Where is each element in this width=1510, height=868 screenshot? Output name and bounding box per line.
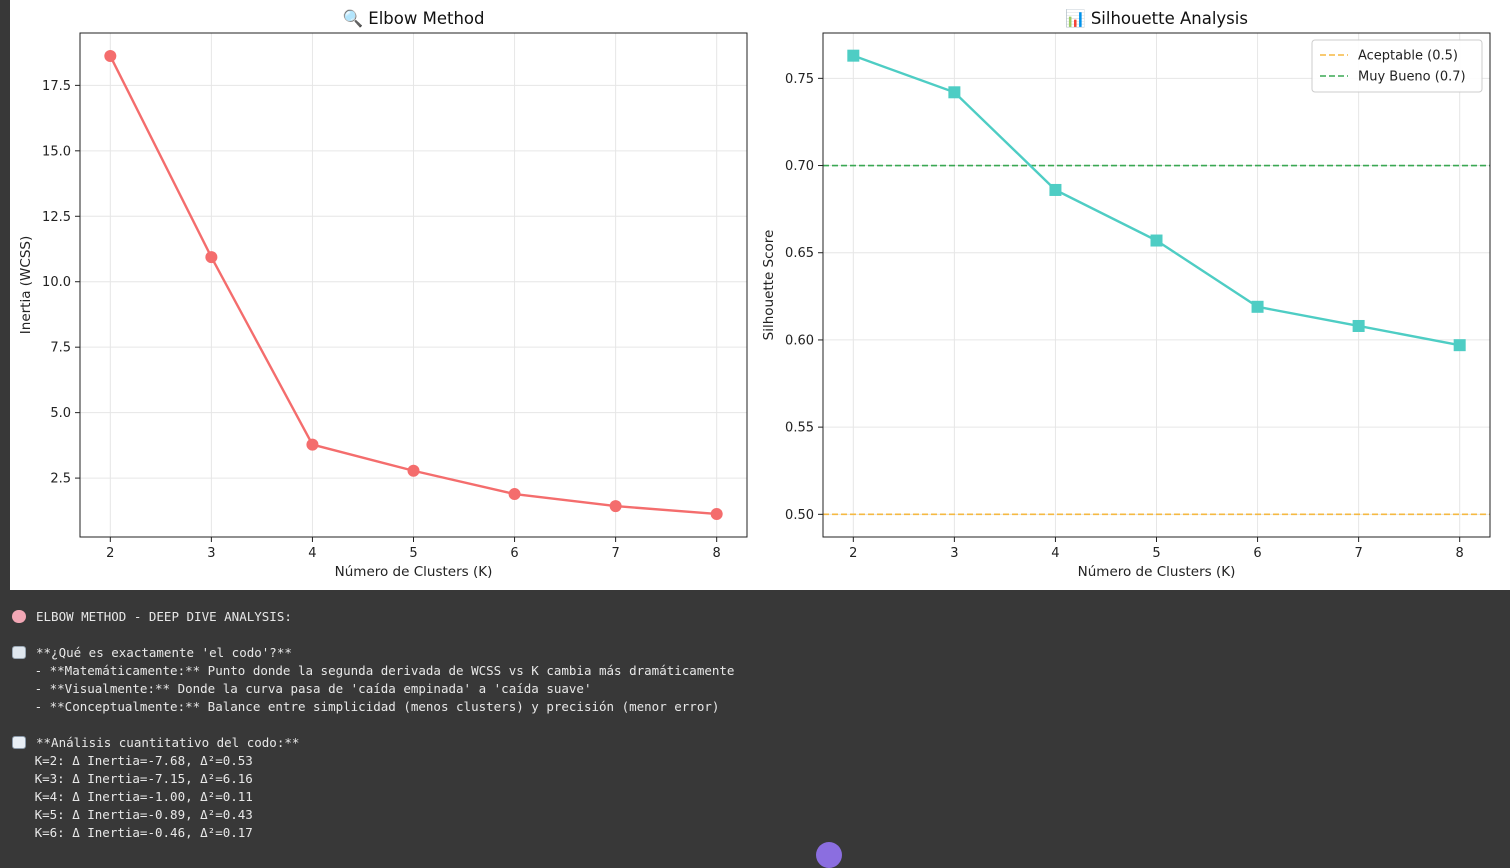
data-point (710, 507, 723, 520)
console-line-text: K=4: Δ Inertia=-1.00, Δ²=0.11 (12, 789, 253, 804)
console-line-text: **¿Qué es exactamente 'el codo'?** (36, 645, 292, 660)
console-line: **¿Qué es exactamente 'el codo'?** (12, 644, 292, 662)
console-line-text: **Análisis cuantitativo del codo:** (36, 735, 300, 750)
y-tick-label: 15.0 (42, 144, 71, 159)
console-line-text: - **Visualmente:** Donde la curva pasa d… (12, 681, 592, 696)
console-line: - **Visualmente:** Donde la curva pasa d… (12, 680, 592, 698)
x-tick-label: 5 (1152, 546, 1160, 561)
y-tick-label: 10.0 (42, 275, 71, 290)
figure-panel: 2 3 4 5 6 7 8 2.5 5.0 7.5 10.0 12.5 15.0 17.5 🔍 Elbow … (10, 0, 1510, 590)
data-point (104, 50, 117, 63)
y-tick-label: 0.75 (785, 72, 814, 87)
console-line: - **Conceptualmente:** Balance entre sim… (12, 698, 720, 716)
data-point (609, 500, 622, 513)
legend: Aceptable (0.5) Muy Bueno (0.7) (1311, 39, 1483, 93)
x-tick-label: 6 (1253, 546, 1261, 561)
x-tick-label: 8 (713, 546, 721, 561)
x-tick-label: 4 (1051, 546, 1059, 561)
data-point (407, 464, 420, 477)
y-tick-label: 0.50 (785, 508, 814, 523)
x-tick-label: 7 (1354, 546, 1362, 561)
legend-label: Aceptable (0.5) (1358, 49, 1458, 64)
elbow-chart: 2 3 4 5 6 7 8 2.5 5.0 7.5 10.0 12.5 15.0 17.5 🔍 Elbow … (18, 8, 748, 580)
data-point (1453, 339, 1466, 352)
console-line: ELBOW METHOD - DEEP DIVE ANALYSIS: (12, 608, 292, 626)
console-line: K=3: Δ Inertia=-7.15, Δ²=6.16 (12, 770, 253, 788)
chart-down-icon (12, 646, 26, 659)
console-line: - **Matemáticamente:** Punto donde la se… (12, 662, 735, 680)
silhouette-chart: 2 3 4 5 6 7 8 0.50 0.55 0.60 0.65 0.70 0.75 📊 Silhoue… (761, 9, 1491, 580)
data-point (1150, 234, 1163, 247)
y-tick-label: 0.65 (785, 246, 814, 261)
data-point (1352, 319, 1365, 332)
data-point (847, 49, 860, 62)
y-tick-label: 0.60 (785, 333, 814, 348)
data-point (306, 438, 319, 451)
x-tick-label: 3 (207, 546, 215, 561)
chart-title: 📊 Silhouette Analysis (1065, 9, 1248, 28)
y-tick-label: 5.0 (50, 406, 71, 421)
y-axis-label: Inertia (WCSS) (18, 236, 34, 334)
x-tick-label: 7 (611, 546, 619, 561)
console-line-text: K=6: Δ Inertia=-0.46, Δ²=0.17 (12, 825, 253, 840)
x-tick-label: 2 (849, 546, 857, 561)
legend-label: Muy Bueno (0.7) (1358, 70, 1466, 85)
console-line: **Análisis cuantitativo del codo:** (12, 734, 299, 752)
data-point (1251, 300, 1264, 313)
chart-bar-icon (12, 736, 26, 749)
console-line: K=4: Δ Inertia=-1.00, Δ²=0.11 (12, 788, 253, 806)
console-line: K=5: Δ Inertia=-0.89, Δ²=0.43 (12, 806, 253, 824)
y-tick-label: 0.70 (785, 159, 814, 174)
console-line: K=2: Δ Inertia=-7.68, Δ²=0.53 (12, 752, 253, 770)
x-tick-label: 4 (308, 546, 316, 561)
chart-title: 🔍 Elbow Method (343, 8, 485, 28)
console-line-text: K=5: Δ Inertia=-0.89, Δ²=0.43 (12, 807, 253, 822)
console-output: ELBOW METHOD - DEEP DIVE ANALYSIS: **¿Qué… (0, 590, 1510, 846)
console-line-text: ELBOW METHOD - DEEP DIVE ANALYSIS: (36, 609, 292, 624)
x-axis-label: Número de Clusters (K) (335, 564, 493, 580)
y-tick-label: 7.5 (50, 341, 71, 356)
console-line-text: K=2: Δ Inertia=-7.68, Δ²=0.53 (12, 753, 253, 768)
y-tick-label: 2.5 (50, 472, 71, 487)
x-tick-label: 6 (510, 546, 518, 561)
console-line-text: - **Matemáticamente:** Punto donde la se… (12, 663, 735, 678)
data-point (508, 488, 521, 501)
console-line-text: - **Conceptualmente:** Balance entre sim… (12, 699, 720, 714)
legend-box (1311, 39, 1483, 93)
brain-icon (12, 610, 26, 623)
x-tick-label: 3 (950, 546, 958, 561)
y-tick-label: 12.5 (42, 210, 71, 225)
data-point (948, 86, 961, 99)
x-tick-label: 8 (1456, 546, 1464, 561)
y-tick-label: 17.5 (42, 79, 71, 94)
console-line-text: K=3: Δ Inertia=-7.15, Δ²=6.16 (12, 771, 253, 786)
x-tick-label: 2 (106, 546, 114, 561)
y-axis-label: Silhouette Score (761, 230, 777, 341)
y-tick-label: 0.55 (785, 421, 814, 436)
x-tick-label: 5 (409, 546, 417, 561)
console-line: K=6: Δ Inertia=-0.46, Δ²=0.17 (12, 824, 253, 842)
data-point (205, 251, 218, 264)
data-point (1049, 183, 1062, 196)
x-axis-label: Número de Clusters (K) (1078, 564, 1236, 580)
